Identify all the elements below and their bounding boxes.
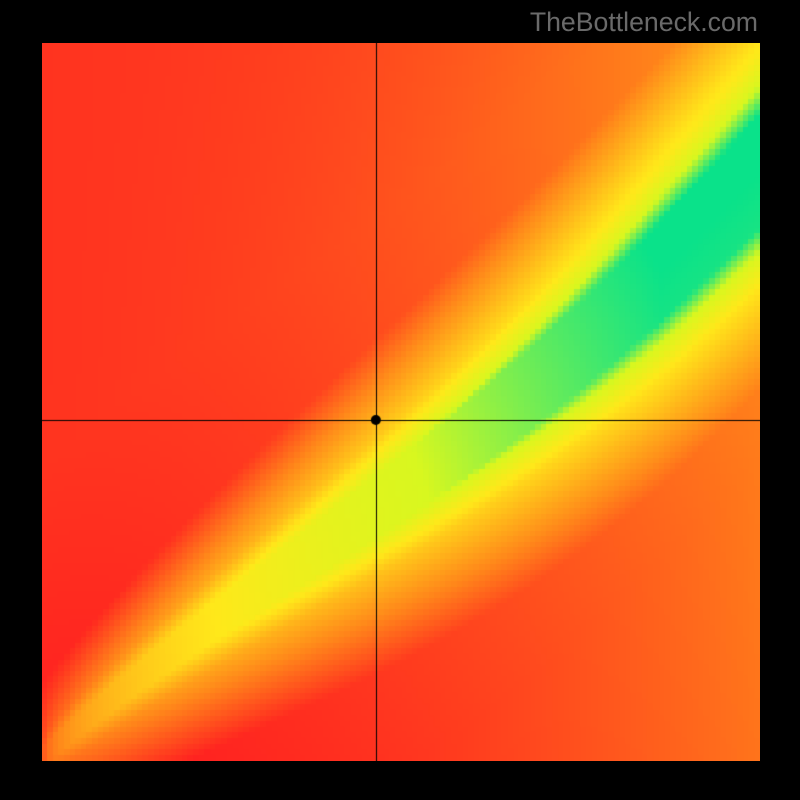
chart-container: TheBottleneck.com (0, 0, 800, 800)
bottleneck-heatmap (42, 43, 760, 761)
watermark-label: TheBottleneck.com (530, 7, 758, 38)
